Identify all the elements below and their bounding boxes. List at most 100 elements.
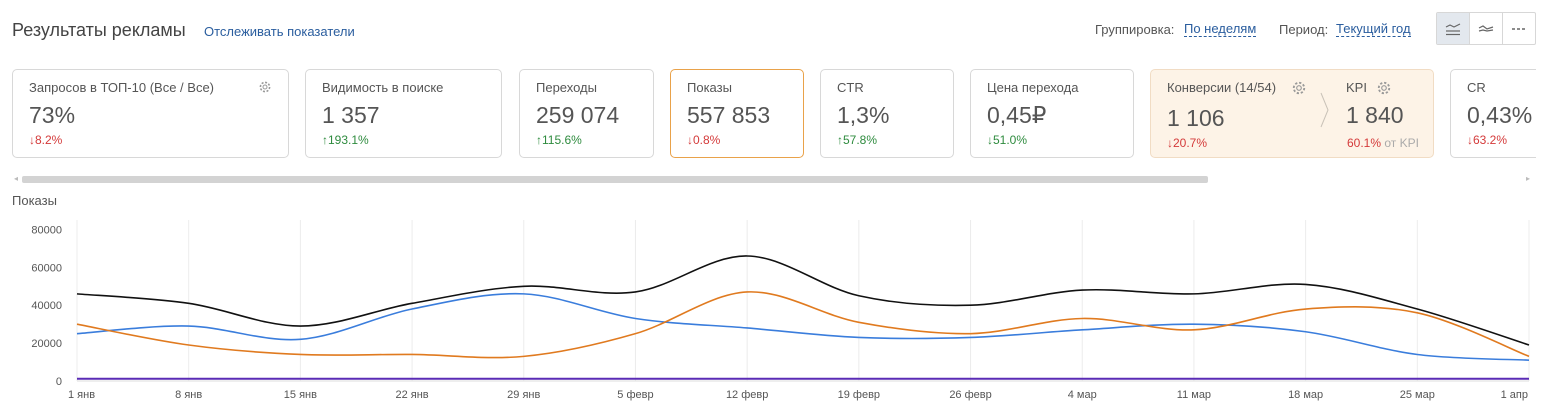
card-delta: ↓20.7% [1167,136,1207,150]
y-tick-label: 60000 [31,262,62,274]
grouping-select[interactable]: По неделям [1184,21,1257,37]
period-select[interactable]: Текущий год [1336,21,1411,37]
card-value: 0,45₽ [987,102,1047,128]
y-tick-label: 20000 [31,338,62,350]
card-delta-value: 63.2% [1473,133,1508,147]
x-tick-label: 18 мар [1288,389,1323,401]
x-tick-label: 1 апр [1501,389,1528,401]
x-tick-label: 11 мар [1177,389,1211,401]
card-delta: ↑57.8% [837,133,877,147]
card-title: Видимость в поиске [322,80,444,95]
card-delta-value: 115.6% [542,133,582,147]
metric-card-ctr[interactable]: CTR 1,3% ↑57.8% [820,69,954,158]
card-value: 1 106 [1167,105,1225,131]
x-tick-label: 29 янв [507,389,540,401]
card-delta-value: 8.2% [35,133,63,147]
x-tick-label: 12 февр [726,389,768,401]
view-mode-wave-button[interactable] [1470,13,1503,44]
y-tick-label: 0 [56,376,62,388]
card-value: 0,43% [1467,102,1533,128]
x-tick-label: 15 янв [284,389,317,401]
y-tick-label: 80000 [31,224,62,236]
card-delta: ↓8.2% [29,133,62,147]
x-tick-label: 8 янв [175,389,202,401]
period-label: Период: [1279,22,1329,37]
card-delta-value: 20.7% [1173,136,1208,150]
metric-card-visibility[interactable]: Видимость в поиске 1 357 ↑193.1% [305,69,502,158]
series-line-1[interactable] [76,292,1530,361]
arrow-down-icon: ↓ [987,133,993,147]
chart-title: Показы [12,193,57,208]
y-tick-label: 40000 [31,300,62,312]
x-tick-label: 4 мар [1068,389,1097,401]
card-value: 1 357 [322,102,380,128]
card-title: Цена перехода [987,80,1079,95]
metric-card-cpc[interactable]: Цена перехода 0,45₽ ↓51.0% [970,69,1134,158]
card-title: Переходы [536,80,597,95]
arrow-up-icon: ↑ [536,133,542,147]
card-delta: ↑193.1% [322,133,369,147]
card-delta: ↓63.2% [1467,133,1507,147]
impressions-chart: 0 20000 40000 60000 80000 1 янв 8 янв 15 янв 22… [31,220,1530,401]
x-tick-label: 5 февр [617,389,653,401]
metric-card-impressions[interactable]: Показы 557 853 ↓0.8% [670,69,804,158]
kpi-title: KPI [1346,80,1367,95]
lines-stacked-icon [1445,22,1461,35]
card-delta: ↓0.8% [687,133,720,147]
card-value: 557 853 [687,102,771,128]
card-delta-value: 57.8% [843,133,878,147]
card-title: CR [1467,80,1486,95]
header: Результаты рекламы Отслеживать показател… [0,0,1546,60]
metric-card-clicks[interactable]: Переходы 259 074 ↑115.6% [519,69,654,158]
card-delta: ↑115.6% [536,133,582,147]
scroll-left-icon[interactable]: ◂ [14,174,19,183]
x-tick-label: 22 янв [395,389,428,401]
lines-wave-icon [1478,24,1494,32]
card-value: 1,3% [837,102,890,128]
card-title: CTR [837,80,864,95]
card-delta-value: 51.0% [993,133,1028,147]
track-metrics-link[interactable]: Отслеживать показатели [204,24,355,39]
metric-cards: Запросов в ТОП-10 (Все / Все) 73% ↓8.2% … [12,69,1536,159]
card-value: 259 074 [536,102,620,128]
card-title: Запросов в ТОП-10 (Все / Все) [29,80,215,95]
arrow-down-icon: ↓ [29,133,35,147]
kpi-suffix: от KPI [1384,136,1419,150]
card-value: 73% [29,102,76,128]
x-axis: 1 янв 8 янв 15 янв 22 янв 29 янв 5 февр 12 фев… [68,389,1528,401]
gear-icon[interactable] [1376,80,1392,96]
x-tick-label: 26 февр [949,389,991,401]
page-title: Результаты рекламы [12,20,186,40]
grouping-label: Группировка: [1095,22,1175,37]
scroll-right-icon[interactable]: ▸ [1526,174,1531,183]
arrow-down-icon: ↓ [1467,133,1473,147]
scrollbar-thumb[interactable] [22,176,1208,183]
metric-card-top10[interactable]: Запросов в ТОП-10 (Все / Все) 73% ↓8.2% [12,69,289,158]
y-axis: 0 20000 40000 60000 80000 [31,224,62,388]
metric-card-conversions[interactable]: Конверсии (14/54) 1 106 ↓20.7% KPI 1 840… [1150,69,1434,158]
kpi-progress: 60.1% от KPI [1347,136,1419,150]
gear-icon[interactable] [1291,80,1307,96]
arrow-up-icon: ↑ [837,133,843,147]
gear-icon[interactable] [258,80,272,94]
card-delta: ↓51.0% [987,133,1027,147]
kpi-value: 1 840 [1346,102,1404,128]
chart-grid [76,220,1530,382]
view-mode-switch [1436,12,1536,45]
cards-scrollbar[interactable]: ◂ ▸ [12,174,1536,184]
kpi-percent: 60.1% [1347,136,1382,150]
series-line-2[interactable] [76,291,1530,359]
view-mode-stacked-button[interactable] [1437,13,1470,44]
arrow-down-icon: ↓ [687,133,693,147]
view-mode-dashed-button[interactable] [1503,13,1535,44]
card-title: Показы [687,80,732,95]
card-title: Конверсии (14/54) [1167,80,1277,95]
arrow-down-icon: ↓ [1167,136,1173,150]
chevron-right-icon [1320,92,1329,128]
metric-card-cr[interactable]: CR 0,43% ↓63.2% [1450,69,1536,158]
x-tick-label: 19 февр [838,389,880,401]
card-delta-value: 0.8% [693,133,721,147]
x-tick-label: 25 мар [1400,389,1435,401]
arrow-up-icon: ↑ [322,133,328,147]
series-line-0[interactable] [76,255,1530,346]
